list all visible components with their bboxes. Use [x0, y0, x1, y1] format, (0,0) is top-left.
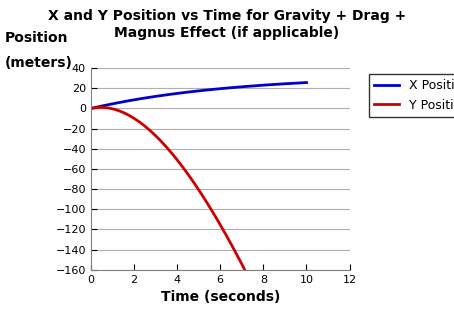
Line: Y Position: Y Position — [91, 107, 306, 310]
Y Position — [206, 203, 211, 207]
Y Position — [180, 165, 185, 169]
Text: Position: Position — [5, 31, 68, 45]
Line: X Position: X Position — [91, 82, 306, 108]
Y Position — [168, 150, 173, 154]
X Position — [108, 102, 113, 106]
Y Position — [109, 107, 114, 110]
X Position — [304, 81, 309, 84]
Y Position — [89, 106, 94, 110]
X Position — [286, 82, 291, 86]
Text: X and Y Position vs Time for Gravity + Drag +
Magnus Effect (if applicable): X and Y Position vs Time for Gravity + D… — [48, 9, 406, 39]
X Position — [88, 107, 94, 110]
X Position — [205, 88, 210, 92]
X Position — [89, 106, 94, 110]
Legend: X Position, Y Position: X Position, Y Position — [369, 74, 454, 117]
Y Position — [88, 107, 94, 110]
X Position — [167, 93, 172, 96]
X Position — [179, 91, 184, 95]
X-axis label: Time (seconds): Time (seconds) — [161, 290, 280, 304]
Text: (meters): (meters) — [5, 56, 73, 70]
Y Position — [98, 105, 103, 109]
